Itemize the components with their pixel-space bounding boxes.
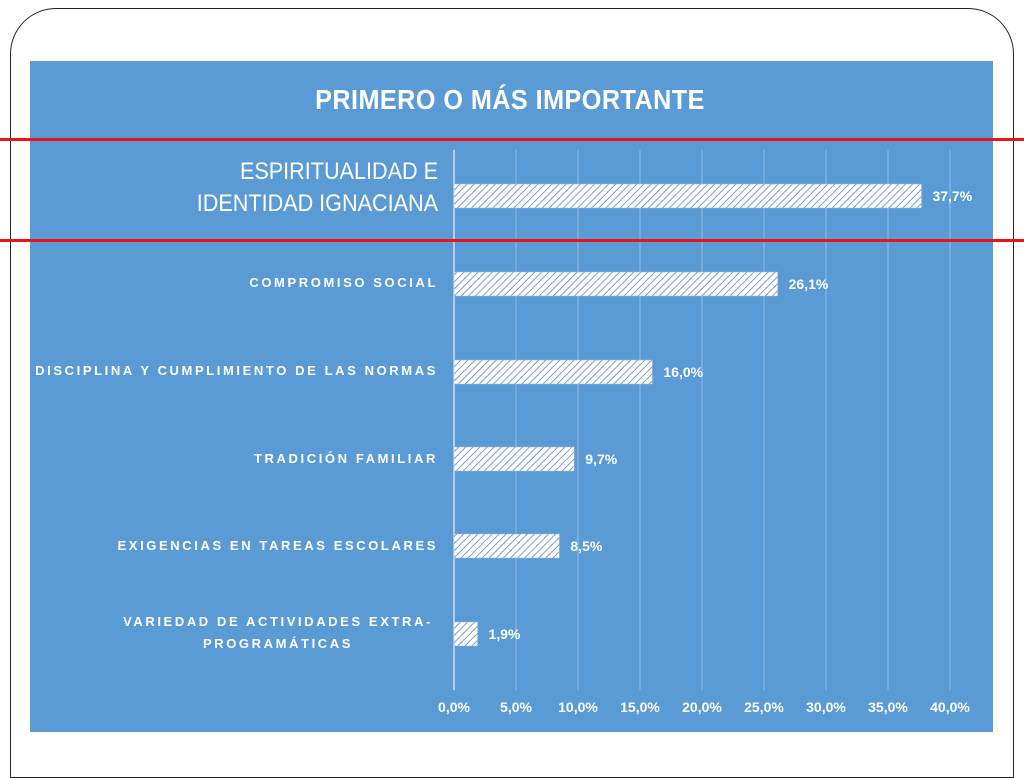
x-tick-label: 10,0% (558, 699, 598, 715)
category-label-line: IDENTIDAD IGNACIANA (196, 190, 438, 217)
bar (453, 621, 478, 647)
category-label-exigencias: EXIGENCIAS EN TAREAS ESCOLARES (117, 538, 438, 553)
bar (453, 533, 560, 559)
data-label: 16,0% (663, 364, 703, 380)
data-label: 9,7% (585, 451, 617, 467)
data-label: 37,7% (932, 188, 972, 204)
data-label: 26,1% (789, 276, 829, 292)
category-label-tradicion: TRADICIÓN FAMILIAR (253, 451, 438, 466)
category-label-disciplina: DISCIPLINA Y CUMPLIMIENTO DE LAS NORMAS (35, 363, 438, 378)
x-tick-label: 30,0% (806, 699, 846, 715)
category-label-espiritualidad: ESPIRITUALIDAD E IDENTIDAD IGNACIANA (78, 156, 438, 220)
x-tick-label: 25,0% (744, 699, 784, 715)
highlight-line-bottom (0, 239, 1024, 242)
chart-panel (30, 61, 993, 732)
x-tick-label: 5,0% (500, 699, 532, 715)
x-tick-label: 40,0% (930, 699, 970, 715)
x-tick-label: 35,0% (868, 699, 908, 715)
chart-title: PRIMERO O MÁS IMPORTANTE (315, 84, 705, 115)
data-label: 8,5% (570, 538, 602, 554)
category-label-line: VARIEDAD DE ACTIVIDADES EXTRA- (123, 614, 433, 629)
bar (453, 446, 575, 472)
data-label: 1,9% (489, 626, 521, 642)
x-tick-label: 15,0% (620, 699, 660, 715)
bar (453, 183, 922, 209)
x-tick-label: 0,0% (438, 699, 470, 715)
category-label-compromiso: COMPROMISO SOCIAL (249, 275, 438, 290)
highlight-line-top (0, 138, 1024, 141)
category-label-line: ESPIRITUALIDAD E (239, 158, 438, 185)
x-tick-label: 20,0% (682, 699, 722, 715)
category-label-line: PROGRAMÁTICAS (202, 636, 354, 651)
bar (453, 359, 653, 385)
bar (453, 271, 778, 297)
category-label-variedad: VARIEDAD DE ACTIVIDADES EXTRA- PROGRAMÁT… (118, 611, 438, 655)
